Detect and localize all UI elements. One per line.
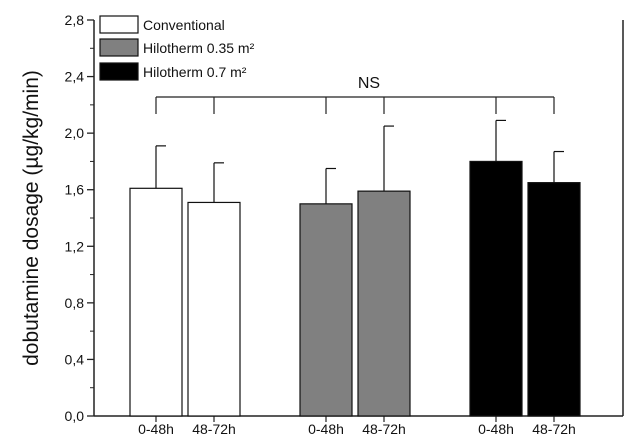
significance-bracket: NS	[155, 75, 555, 114]
x-tick-label: 48-72h	[532, 421, 576, 437]
ns-annotation: NS	[358, 75, 380, 92]
y-tick-label: 1,6	[65, 182, 85, 198]
y-tick-label: 1,2	[65, 238, 85, 254]
bar	[129, 187, 183, 417]
bar	[187, 201, 241, 417]
x-tick-label: 0-48h	[138, 421, 174, 437]
legend-swatch	[99, 38, 139, 57]
y-tick-label: 2,0	[65, 125, 85, 141]
legend-swatch	[99, 15, 139, 34]
y-tick-label: 2,4	[65, 69, 85, 85]
legend-label: Conventional	[143, 17, 225, 33]
x-tick-label: 48-72h	[192, 421, 236, 437]
x-tick-label: 0-48h	[308, 421, 344, 437]
legend-swatch	[99, 62, 139, 81]
y-axis-label: dobutamine dosage (µg/kg/min)	[20, 70, 43, 366]
legend: Conventional Hilotherm 0.35 m² Hilotherm 0…	[99, 15, 255, 81]
bar	[469, 160, 523, 417]
y-tick-label: 0,4	[65, 351, 85, 367]
y-tick-label: 0,8	[65, 295, 85, 311]
x-tick-label: 0-48h	[478, 421, 514, 437]
bar	[527, 182, 581, 417]
y-tick-label: 2,8	[65, 12, 85, 28]
bar	[299, 203, 353, 417]
legend-label: Hilotherm 0.7 m²	[143, 64, 247, 80]
axes: 0,0 0,4 0,8 1,2 1,6 2,0 2,4 2,8 0-48h 48-72h 0-48h…	[65, 12, 624, 437]
legend-label: Hilotherm 0.35 m²	[143, 40, 255, 56]
y-tick-label: 0,0	[65, 408, 85, 424]
bar	[357, 190, 411, 417]
x-tick-label: 48-72h	[362, 421, 406, 437]
bars	[129, 119, 581, 417]
